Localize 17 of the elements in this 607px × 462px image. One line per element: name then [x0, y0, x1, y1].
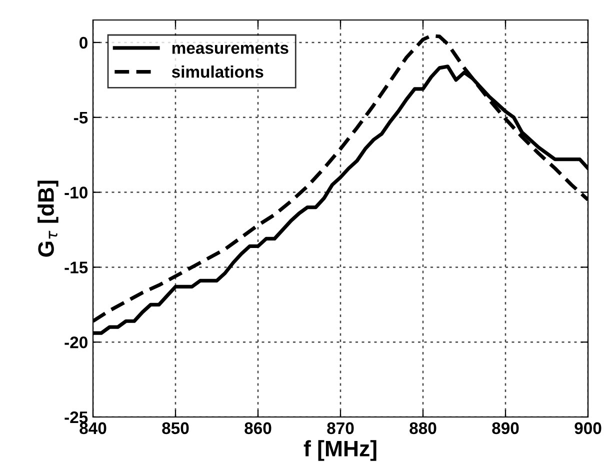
x-tick-label: 900 [574, 422, 602, 434]
y-tick-label: -10 [64, 186, 88, 198]
y-tick-label: 0 [80, 36, 88, 49]
x-axis-title: f [MHz] [304, 440, 376, 461]
x-tick-label: 890 [492, 422, 519, 434]
x-tick-label: 850 [162, 422, 189, 434]
legend-label: measurements [172, 42, 288, 54]
legend-label: simulations [172, 66, 264, 78]
x-tick-label: 880 [410, 422, 436, 434]
y-tick-label: -5 [74, 112, 88, 124]
y-tick-label: -25 [64, 411, 88, 424]
x-tick-label: 840 [80, 422, 106, 434]
y-axis-title: G$_{τ}$ [dB] [38, 180, 58, 257]
x-tick-label: 870 [327, 422, 354, 434]
y-tick-label: -15 [64, 262, 88, 274]
x-tick-label: 860 [244, 422, 272, 434]
y-tick-label: -20 [64, 336, 88, 348]
